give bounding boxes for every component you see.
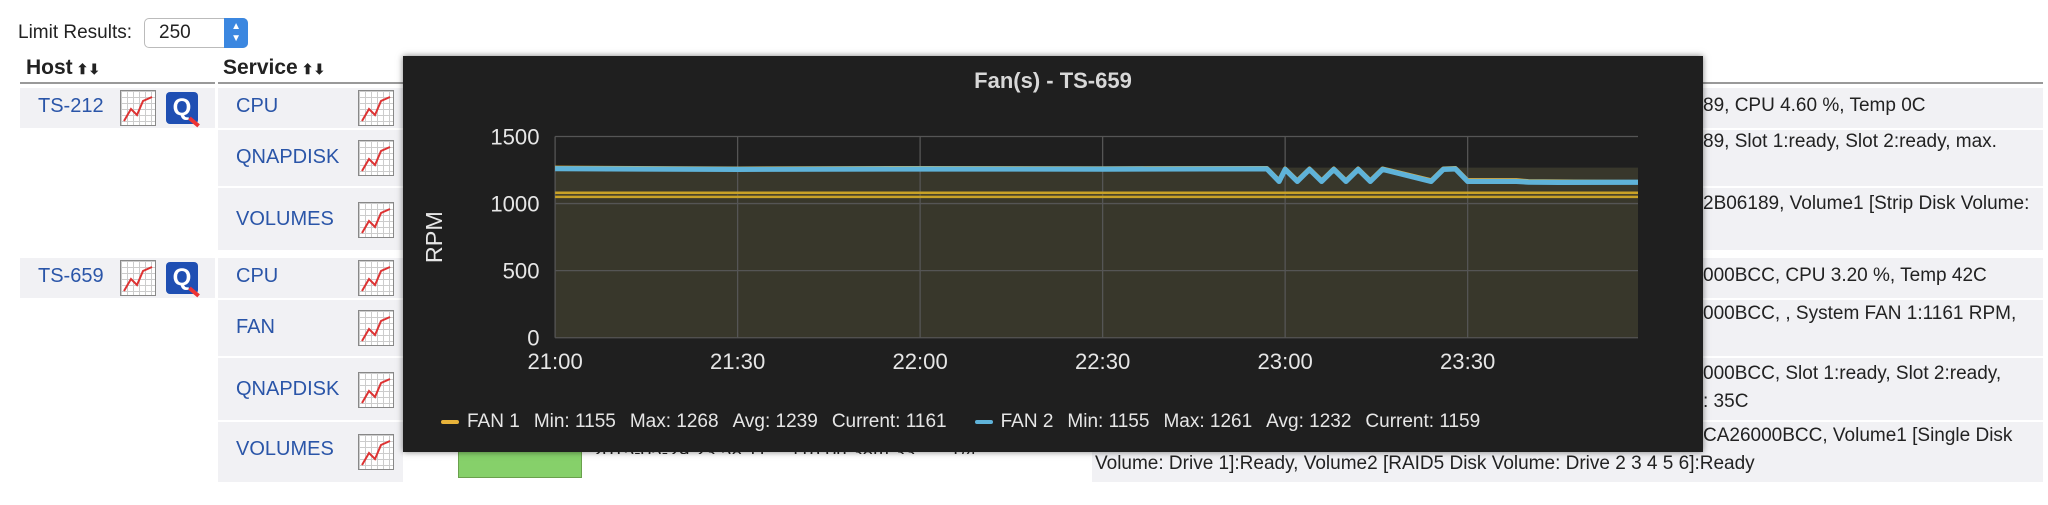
legend-swatch-fan2 (974, 420, 993, 424)
qnap-icon[interactable]: Q (166, 262, 200, 298)
y-tick-label: 0 (527, 326, 539, 351)
header-divider (218, 82, 403, 84)
graph-icon[interactable] (358, 372, 394, 408)
x-tick-label: 22:30 (1075, 349, 1130, 374)
legend-item-fan1[interactable]: FAN 1 Min: 1155 Max: 1268 Avg: 1239 Curr… (441, 411, 947, 433)
graph-icon[interactable] (358, 260, 394, 296)
legend-item-fan2[interactable]: FAN 2 Min: 1155 Max: 1261 Avg: 1232 Curr… (974, 411, 1480, 433)
status-info-text: 89, CPU 4.60 %, Temp 0C (1703, 95, 1926, 116)
service-column-header[interactable]: Service ⬆⬇ (223, 56, 326, 79)
limit-results-select[interactable]: 250 ▲ ▼ (144, 18, 249, 48)
graph-icon[interactable] (358, 140, 394, 176)
limit-results: Limit Results: 250 ▲ ▼ (18, 18, 249, 48)
graph-icon[interactable] (120, 260, 156, 296)
y-tick-label: 1000 (490, 191, 539, 216)
x-tick-label: 23:30 (1440, 349, 1495, 374)
service-link-fan[interactable]: FAN (236, 316, 275, 338)
y-tick-label: 1500 (490, 124, 539, 149)
limit-results-label: Limit Results: (18, 22, 133, 43)
status-info-text: 2B06189, Volume1 [Strip Disk Volume: (1703, 193, 2030, 214)
status-info-text: : 35C (1703, 391, 1749, 412)
status-info-text: CA26000BCC, Volume1 [Single Disk (1703, 425, 2013, 446)
legend-swatch-fan1 (441, 420, 459, 424)
qnap-icon[interactable]: Q (166, 92, 200, 128)
graph-icon[interactable] (358, 434, 394, 470)
graph-icon[interactable] (358, 310, 394, 346)
status-info-text: 000BCC, CPU 3.20 %, Temp 42C (1703, 265, 1987, 286)
fan-chart: 0 500 1000 1500 21:00 21:30 22:00 22:30 23:00 23:… (421, 124, 1639, 374)
host-link-ts-212[interactable]: TS-212 (38, 95, 104, 117)
select-stepper-icon[interactable]: ▲ ▼ (224, 18, 249, 48)
chart-legend: FAN 1 Min: 1155 Max: 1268 Avg: 1239 Curr… (441, 411, 1508, 433)
service-link-cpu[interactable]: CPU (236, 265, 279, 287)
graph-icon[interactable] (358, 202, 394, 238)
status-info-text: 000BCC, Slot 1:ready, Slot 2:ready, (1703, 363, 2002, 384)
service-link-cpu[interactable]: CPU (236, 95, 279, 117)
limit-results-value: 250 (159, 22, 191, 43)
status-ok-cell (458, 448, 582, 478)
service-link-qnapdisk[interactable]: QNAPDISK (236, 146, 340, 168)
x-tick-label: 21:30 (710, 349, 765, 374)
graph-icon[interactable] (358, 90, 394, 126)
header-divider (20, 82, 215, 84)
header-divider (1703, 82, 2043, 84)
fan-chart-popup: Fan(s) - TS-659 0 500 1000 1500 21:00 21:30 22… (403, 56, 1703, 452)
service-link-qnapdisk[interactable]: QNAPDISK (236, 378, 340, 400)
graph-icon[interactable] (120, 90, 156, 126)
y-tick-label: 500 (503, 258, 540, 283)
service-link-volumes[interactable]: VOLUMES (236, 208, 334, 230)
status-info-text: 89, Slot 1:ready, Slot 2:ready, max. (1703, 131, 1997, 152)
status-info-text: Volume: Drive 1]:Ready, Volume2 [RAID5 D… (1095, 453, 1755, 474)
x-tick-label: 23:00 (1258, 349, 1313, 374)
host-link-ts-659[interactable]: TS-659 (38, 265, 104, 287)
service-link-volumes[interactable]: VOLUMES (236, 438, 334, 460)
sort-arrows-icon[interactable]: ⬆⬇ (301, 61, 326, 77)
sort-arrows-icon[interactable]: ⬆⬇ (76, 61, 101, 77)
x-tick-label: 21:00 (527, 349, 582, 374)
series-line-fan-2 (555, 166, 1639, 185)
chart-title: Fan(s) - TS-659 (974, 68, 1132, 93)
y-axis-label: RPM (421, 211, 447, 263)
host-column-header[interactable]: Host ⬆⬇ (26, 56, 101, 79)
status-info-text: 000BCC, , System FAN 1:1161 RPM, (1703, 303, 2017, 324)
x-tick-label: 22:00 (892, 349, 947, 374)
